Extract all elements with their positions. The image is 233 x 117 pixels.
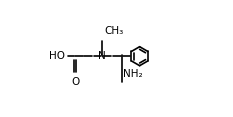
Text: CH₃: CH₃ bbox=[104, 26, 123, 36]
Text: NH₂: NH₂ bbox=[123, 69, 143, 79]
Text: N: N bbox=[98, 51, 106, 61]
Text: HO: HO bbox=[49, 51, 65, 61]
Text: O: O bbox=[71, 77, 79, 87]
